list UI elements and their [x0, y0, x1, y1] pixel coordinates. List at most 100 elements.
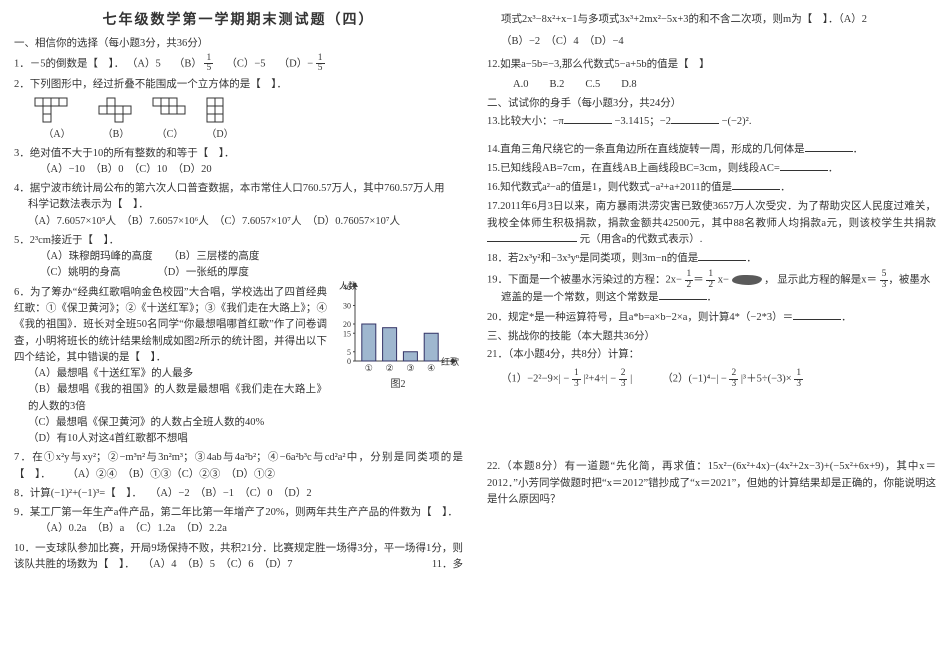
- q20: 20．规定*是一种运算符号，且a*b=a×b−2×a，则计算4*（−2*3）＝．: [487, 310, 936, 326]
- q9: 9．某工厂第一年生产a件产品，第二年比第一年增产了20%，则两年共生产产品的件数…: [14, 505, 463, 538]
- q3-opts: （A）−10 （B）0 （C）10 （D）20: [14, 162, 463, 178]
- q6-c: （C）最想唱《保卫黄河》的人数占全班人数的40%: [14, 415, 463, 431]
- q17-tail: 元（用含a的代数式表示）.: [580, 234, 703, 245]
- q15: 15.已知线段AB=7cm，在直线AB上画线段BC=3cm，则线段AC=．: [487, 161, 936, 177]
- q14-blank: [805, 142, 853, 151]
- q1-opt-b: （B）: [174, 58, 202, 69]
- svg-text:①: ①: [365, 363, 373, 373]
- q19-ans: 显示此方程的解是x＝: [777, 275, 877, 286]
- q2-stem: 2．下列图形中，经过折叠不能围成一个立方体的是【 】．: [14, 77, 463, 93]
- calc-1: （1）−2²−9×| − 13 |²+4÷| − 23 |: [501, 369, 632, 389]
- q11-opts: （B）−2 （C）4 （D）−4: [501, 34, 936, 50]
- q18-stem: 18．若2x³y²和−3x³yⁿ是同类项，则3m−n的值是: [487, 253, 698, 264]
- q12-opts: A.0 B.2 C.5 D.8: [487, 77, 936, 93]
- right-column: 项式2x³−8x²+x−1与多项式3x³+2mx²−5x+3的和不含二次项，则m…: [487, 10, 936, 576]
- q1-frac1: 15: [204, 54, 213, 74]
- q13-blank1: [564, 115, 612, 124]
- calc2-frac2: 13: [794, 369, 803, 389]
- q13: 13.比较大小：−π −3.1415；−2 −(−2)².: [487, 114, 936, 130]
- svg-text:③: ③: [406, 363, 414, 373]
- left-column: 七年级数学第一学期期末测试题（四） 一、相信你的选择（每小题3分，共36分） 1…: [14, 10, 463, 576]
- calc1-frac2: 23: [619, 369, 628, 389]
- q1-opt-a: （A）5: [127, 58, 161, 69]
- net-c-svg: [152, 97, 188, 125]
- q10-opts: （A）4 （B）5 （C）6 （D）7: [143, 559, 293, 570]
- q18: 18．若2x³y²和−3x³yⁿ是同类项，则3m−n的值是．: [487, 251, 936, 267]
- net-b-svg: [98, 97, 134, 125]
- q16: 16.知代数式a²−a的值是1，则代数式−a²+a+2011的值是．: [487, 180, 936, 196]
- net-c: （C）: [152, 97, 188, 143]
- q18-blank: [698, 252, 746, 261]
- q17: 17.2011年6月3日以来，南方暴雨洪涝灾害已致使3657万人次受灾．为了帮助…: [487, 199, 936, 248]
- svg-text:④: ④: [427, 363, 435, 373]
- q17-stem: 17.2011年6月3日以来，南方暴雨洪涝灾害已致使3657万人次受灾．为了帮助…: [487, 201, 936, 228]
- svg-text:30: 30: [343, 301, 351, 310]
- q11: 项式2x³−8x²+x−1与多项式3x³+2mx²−5x+3的和不含二次项，则m…: [487, 12, 936, 51]
- q6-d: （D）有10人对这4首红歌都不想唱: [14, 431, 463, 447]
- q1: 1．－5的倒数是【 】． （A）5 （B） 15 （C）−5 （D）− 15: [14, 54, 463, 74]
- svg-text:20: 20: [343, 320, 351, 329]
- calc-2: （2）(−1)⁴−| − 23 |³＋5÷(−3)× 13: [662, 369, 803, 389]
- calc1-a: （1）−2²−9×| −: [501, 374, 569, 385]
- q4-sub: 科学记数法表示为【 】．: [14, 197, 463, 213]
- q20-stem: 20．规定*是一种运算符号，且a*b=a×b−2×a，则计算4*（−2*3）＝: [487, 312, 793, 323]
- net-d: （D）: [206, 97, 234, 143]
- q3: 3．绝对值不大于10的所有整数的和等于【 】． （A）−10 （B）0 （C）1…: [14, 146, 463, 179]
- q21-header: 21．（本小题4分，共8分）计算：: [487, 347, 936, 363]
- q20-blank: [793, 310, 841, 319]
- q8-opts: （A）−2 （B）−1 （C）0 （D）2: [150, 488, 312, 499]
- q15-stem: 15.已知线段AB=7cm，在直线AB上画线段BC=3cm，则线段AC=: [487, 163, 780, 174]
- q5: 5．2³cm接近于【 】． （A）珠穆朗玛峰的高度 （B）三层楼的高度 （C）姚…: [14, 233, 463, 282]
- svg-text:红歌: 红歌: [441, 356, 459, 367]
- q5-a: （A）珠穆朗玛峰的高度: [40, 251, 153, 262]
- net-c-label: （C）: [152, 127, 188, 143]
- svg-text:0: 0: [347, 357, 351, 366]
- q5-d: （D）一张纸的厚度: [163, 267, 249, 278]
- net-a-label: （A）: [34, 127, 80, 143]
- q14: 14.直角三角尺绕它的一条直角边所在直线旋转一周，形成的几何体是．: [487, 142, 936, 158]
- q10: 10．一支球队参加比赛，开局9场保持不败，共积21分．比赛规定胜一场得3分，平一…: [14, 541, 463, 574]
- q4-opts: （A）7.6057×10⁵人 （B）7.6057×10⁶人 （C）7.6057×…: [14, 214, 463, 230]
- q12-stem: 12.如果a−5b=−3,那么代数式5−a+5b的值是【 】: [487, 57, 936, 73]
- q19: 19．下面是一个被墨水污染过的方程：2x− 12＝ 12 x− ， 显示此方程的…: [487, 270, 936, 306]
- q17-blank: [487, 232, 577, 241]
- calc2-b: |³＋5÷(−3)×: [741, 374, 792, 385]
- calc2-frac1: 23: [729, 369, 738, 389]
- q9-stem: 9．某工厂第一年生产a件产品，第二年比第一年增产了20%，则两年共生产产品的件数…: [14, 505, 463, 521]
- q2: 2．下列图形中，经过折叠不能围成一个立方体的是【 】． （A） （B）: [14, 77, 463, 143]
- q19-sub-text: 遮盖的是一个常数，则这个常数是: [501, 292, 659, 303]
- net-a-svg: [34, 97, 80, 125]
- net-row: （A） （B） （C）: [34, 97, 463, 143]
- q6-stem: 6．为了筹办“经典红歌唱响金色校园”大合唱，学校选出了四首经典红歌：①《保卫黄河…: [14, 287, 327, 363]
- q19-blank: [659, 291, 707, 300]
- calc2-a: （2）(−1)⁴−| −: [662, 374, 727, 385]
- q13-mid: −3.1415；−2: [614, 116, 670, 127]
- q4-stem: 4．据宁波市统计局公布的第六次人口普查数据，本市常住人口760.57万人，其中7…: [14, 181, 463, 197]
- q19-eq2: x−: [718, 275, 729, 286]
- q7: 7．在①x²y与xy²；②−m³n²与3n²m³；③4ab与4a²b²；④−6a…: [14, 450, 463, 483]
- exam-page: 七年级数学第一学期期末测试题（四） 一、相信你的选择（每小题3分，共36分） 1…: [14, 10, 936, 576]
- q14-stem: 14.直角三角尺绕它的一条直角边所在直线旋转一周，形成的几何体是: [487, 144, 805, 155]
- q5-b: （B）三层楼的高度: [174, 251, 260, 262]
- q15-blank: [780, 161, 828, 170]
- calc1-frac1: 13: [572, 369, 581, 389]
- q1-frac2: 15: [316, 54, 325, 74]
- section-3-header: 三、挑战你的技能（本大题共36分）: [487, 329, 936, 345]
- calc1-b: |²+4÷| −: [583, 374, 616, 385]
- svg-text:5: 5: [347, 348, 351, 357]
- q7-opts: （A）②④ （B）①③（C）②③ （D）①②: [53, 469, 275, 480]
- q1-stem: 1．－5的倒数是【 】．: [14, 58, 124, 69]
- section-2-header: 二、试试你的身手（每小题3分，共24分）: [487, 96, 936, 112]
- q13-stem: 13.比较大小：−π: [487, 116, 564, 127]
- chart-caption: 图2: [333, 377, 463, 393]
- bar-chart: 人数0515203040①②③④红歌: [333, 279, 463, 377]
- q12: 12.如果a−5b=−3,那么代数式5−a+5b的值是【 】 A.0 B.2 C…: [487, 57, 936, 94]
- q19-sub: 遮盖的是一个常数，则这个常数是．: [487, 290, 936, 306]
- q16-blank: [732, 181, 780, 190]
- q19-mid: ，: [764, 275, 775, 286]
- q19-stem: 19．下面是一个被墨水污染过的方程：2x−: [487, 275, 682, 286]
- svg-text:15: 15: [343, 329, 351, 338]
- net-b: （B）: [98, 97, 134, 143]
- q13-end: −(−2)².: [722, 116, 752, 127]
- q3-stem: 3．绝对值不大于10的所有整数的和等于【 】．: [14, 146, 463, 162]
